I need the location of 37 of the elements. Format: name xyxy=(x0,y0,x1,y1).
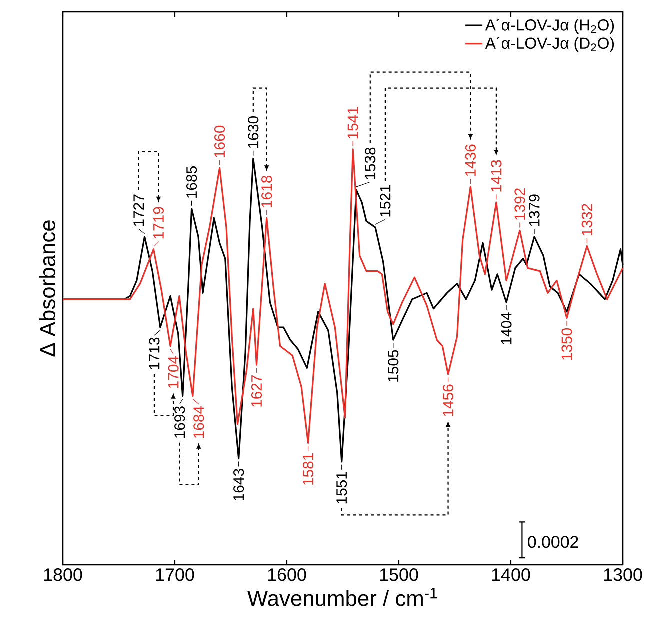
annotation: 1541 xyxy=(348,107,358,139)
x-tick-label: 1500 xyxy=(380,568,418,582)
annotation: 1521 xyxy=(380,185,391,217)
legend-label: A´α-LOV-Jα (H$_{2}$O) xyxy=(485,18,614,34)
annotation: 1727 xyxy=(134,194,144,226)
annotation: 1693 xyxy=(174,406,186,438)
x-axis-title: Wavenumber / cm$^{-1}$ xyxy=(248,588,438,606)
annotation: 1581 xyxy=(302,454,314,485)
annotation: 1684 xyxy=(194,406,204,438)
annotation: 1551 xyxy=(336,472,348,504)
annotation: 1643 xyxy=(234,469,244,501)
y-axis-title: Δ Absorbance xyxy=(39,220,56,357)
x-tick-label: 1800 xyxy=(44,568,82,582)
annotation: 1379 xyxy=(529,194,540,226)
annotation: 1332 xyxy=(582,204,592,236)
annotation: 1704 xyxy=(168,356,179,388)
x-tick-label: 1700 xyxy=(156,568,194,582)
annotation: 1685 xyxy=(186,166,198,198)
annotation: 1713 xyxy=(149,338,160,370)
x-tick-label: 1600 xyxy=(268,568,306,582)
annotation: 1538 xyxy=(365,148,376,180)
annotation: 1618 xyxy=(262,176,272,208)
annotation: 1404 xyxy=(501,312,512,344)
annotation: 1350 xyxy=(562,328,572,360)
annotation: 1627 xyxy=(251,375,262,407)
legend-label: A´α-LOV-Jα (D$_{2}$O) xyxy=(485,37,614,52)
x-tick-label: 1300 xyxy=(604,568,642,582)
annotation: 1392 xyxy=(514,188,526,220)
annotation: 1630 xyxy=(248,116,259,148)
text: 0.0002 xyxy=(528,536,578,548)
x-tick-label: 1400 xyxy=(492,568,530,582)
annotation: 1660 xyxy=(214,126,226,158)
annotation: 1456 xyxy=(442,384,454,416)
annotation: 1413 xyxy=(491,160,502,192)
annotation: 1719 xyxy=(153,207,164,239)
annotation: 1505 xyxy=(388,350,399,382)
annotation: 1436 xyxy=(465,144,476,176)
